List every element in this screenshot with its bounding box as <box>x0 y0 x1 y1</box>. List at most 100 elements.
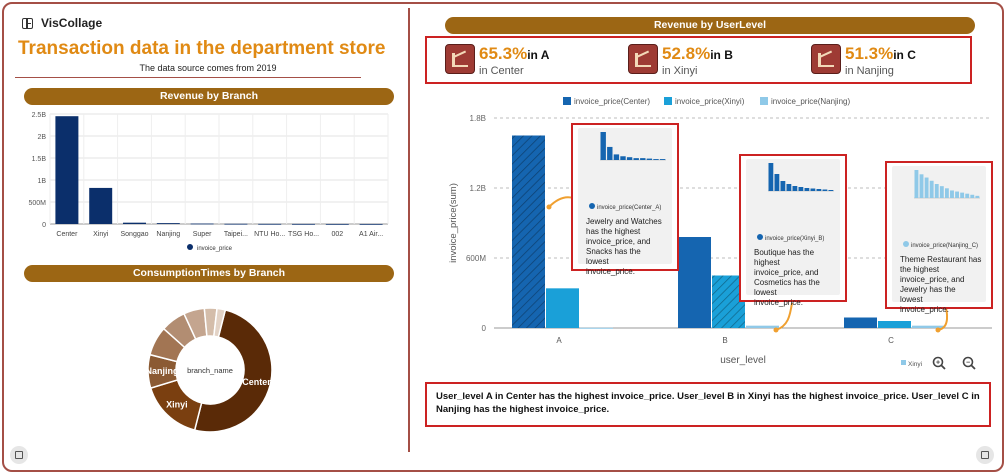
inset-card: invoice_price(Xinyi_B) Boutique has the hi… <box>739 154 847 307</box>
expand-icon[interactable] <box>10 446 28 464</box>
y-tick-label: 2B <box>37 134 46 141</box>
inset-bar <box>828 190 834 191</box>
y-tick-label: 0 <box>482 324 487 333</box>
branch-revenue-chart[interactable]: 0 500M 1B 1.5B 2B 2.5B Center Xinyi Songgao Nanji… <box>20 108 398 256</box>
connector-dot <box>935 327 941 333</box>
kpi-location: in Nanjing <box>845 65 894 77</box>
x-tick-label: B <box>722 336 727 345</box>
magnifier-sign: − <box>966 360 970 367</box>
inset-card: invoice_price(Center_A) Jewelry and Watch… <box>571 123 679 276</box>
kpi-value: 52.8% <box>662 44 711 63</box>
slice-label: Center <box>242 377 271 387</box>
zoom-out-icon[interactable]: − <box>962 356 976 370</box>
inset-bar <box>914 170 919 198</box>
y-tick-label: 0 <box>42 222 46 229</box>
connector-dot <box>546 204 552 210</box>
x-tick-label: Center <box>56 231 78 238</box>
app-title: VisCollage <box>41 16 103 30</box>
legend-label: invoice_price(Center) <box>574 97 650 106</box>
y-tick-label: 2.5B <box>32 112 47 119</box>
bar-highlight <box>512 135 545 328</box>
inset-bar <box>768 163 774 191</box>
inset-bar <box>970 194 975 198</box>
inset-bar <box>786 184 792 191</box>
bar <box>190 223 214 225</box>
zoom-in-icon[interactable]: + <box>932 356 946 370</box>
mini-legend-swatch <box>901 360 906 365</box>
summary-text: User_level A in Center has the highest i… <box>425 382 991 427</box>
inset-bar <box>804 188 810 191</box>
inset-bar <box>944 188 949 198</box>
inset-background <box>578 128 672 264</box>
branch-revenue-header: Revenue by Branch <box>24 88 394 105</box>
slice-label: Xinyi <box>166 400 188 410</box>
kpi-c: 51.3%in C in Nanjing <box>811 44 916 77</box>
chart-growth-icon <box>445 44 475 74</box>
x-tick-label: A <box>556 336 562 345</box>
kpi-location: in Xinyi <box>662 65 698 77</box>
legend-swatch <box>563 97 571 105</box>
bar <box>746 325 779 328</box>
legend-swatch <box>760 97 768 105</box>
connector-dot <box>773 327 779 333</box>
inset-text: Theme Restaurant has the highest invoice_p… <box>900 255 981 314</box>
bar <box>224 223 248 225</box>
inset-bar <box>822 189 828 191</box>
bar <box>580 327 613 329</box>
inset-background <box>746 159 840 295</box>
inset-bar <box>924 177 929 198</box>
inset-connector <box>775 302 793 331</box>
userlevel-revenue-chart[interactable]: 0 600M 1.2B 1.8B invoice_price(sum) user_leve… <box>418 88 1004 378</box>
inset-bar <box>960 192 965 198</box>
app-brand: VisCollage <box>22 16 102 30</box>
inset-card: invoice_price(Nanjing_C) Theme Restaurant… <box>885 161 993 314</box>
inset-bar <box>626 157 633 160</box>
bar <box>546 288 579 328</box>
inset-bar <box>975 195 980 198</box>
kpi-level: in C <box>893 48 916 62</box>
kpi-level: in A <box>527 48 550 62</box>
y-axis-title: invoice_price(sum) <box>448 183 459 263</box>
legend-swatch <box>187 244 193 250</box>
x-tick-label: Taipei... <box>224 231 248 238</box>
y-tick-label: 1B <box>37 178 46 185</box>
panel-divider <box>408 8 410 452</box>
kpi-level: in B <box>710 48 733 62</box>
inset-bar <box>780 181 786 191</box>
inset-bar <box>798 187 804 191</box>
inset-bar <box>640 158 646 160</box>
inset-bar <box>653 159 659 160</box>
x-tick-label: Super <box>193 231 212 238</box>
bar <box>292 223 315 225</box>
mini-legend-label: Xinyi <box>908 361 922 368</box>
inset-bar <box>934 184 939 198</box>
layout-icon <box>22 17 33 29</box>
bar <box>878 321 911 328</box>
userlevel-header: Revenue by UserLevel <box>445 17 975 34</box>
save-icon[interactable] <box>976 446 994 464</box>
inset-bar <box>659 159 666 160</box>
legend-label: invoice_price(Xinyi) <box>675 97 745 106</box>
inset-legend-label: invoice_price(Center_A) <box>597 205 661 211</box>
slice-label: Nanjing <box>146 366 179 376</box>
inset-bar <box>792 186 798 191</box>
donut-center-label: branch_name <box>187 366 233 375</box>
bar <box>156 223 180 224</box>
x-axis-title: user_level <box>720 355 766 366</box>
inset-legend-label: invoice_price(Nanjing_C) <box>911 243 978 249</box>
y-tick-label: 1.5B <box>32 156 47 163</box>
page-title: Transaction data in the department store <box>18 38 386 59</box>
inset-bar <box>929 180 934 198</box>
inset-bar <box>600 132 606 160</box>
bar <box>359 223 383 225</box>
donut-slice <box>213 307 227 338</box>
bar <box>678 237 711 328</box>
inset-bar <box>633 158 639 160</box>
consumption-donut-chart[interactable]: Center Xinyi Nanjing branch_name <box>130 300 290 440</box>
bar <box>844 317 877 328</box>
kpi-box: 65.3%in A in Center 52.8%in B in Xinyi 5… <box>425 36 972 84</box>
kpi-location: in Center <box>479 65 524 77</box>
inset-text: Jewelry and Watches has the highest invoic… <box>586 217 662 276</box>
x-tick-label: NTU Ho... <box>254 231 285 238</box>
x-tick-label: Xinyi <box>93 231 109 238</box>
